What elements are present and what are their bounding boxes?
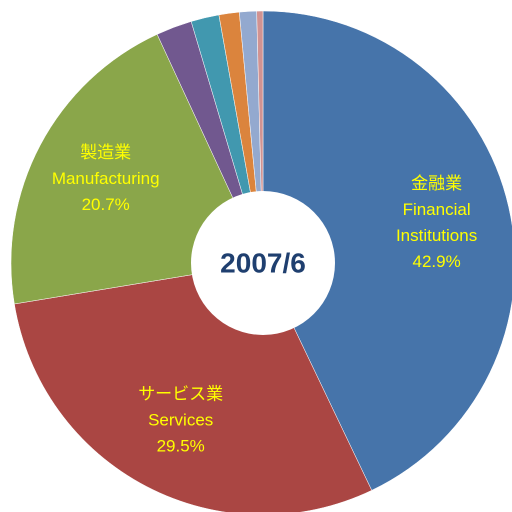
- chart-title: 2007/6: [220, 247, 306, 278]
- slice-label: 製造業: [80, 143, 131, 162]
- slice-label: Services: [148, 410, 213, 429]
- value-label: 42.9%: [412, 252, 460, 271]
- value-label: 29.5%: [157, 436, 205, 455]
- slice-label: Financial: [403, 200, 471, 219]
- slice: [262, 10, 512, 491]
- slice-label: Manufacturing: [52, 169, 160, 188]
- slice-label: サービス業: [138, 384, 223, 403]
- slice-label: 金融業: [411, 174, 462, 193]
- value-label: 20.7%: [82, 195, 130, 214]
- slice-label: Institutions: [396, 226, 477, 245]
- donut-hole: [191, 191, 335, 335]
